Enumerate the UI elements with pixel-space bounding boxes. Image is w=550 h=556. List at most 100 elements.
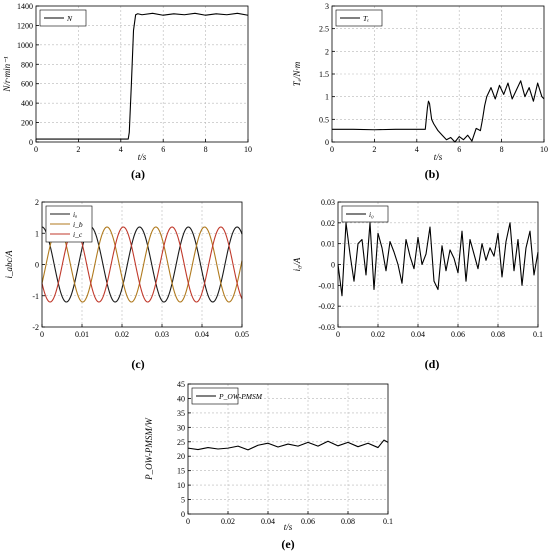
x-tick-label: 0.1 — [383, 517, 393, 526]
y-tick-label: 2 — [325, 47, 329, 56]
y-tick-label: 3 — [325, 2, 329, 11]
y-axis-label: i_abc/A — [4, 250, 14, 278]
series-line-d-1 — [337, 222, 539, 297]
series-line-a-1 — [36, 12, 249, 140]
y-tick-label: 200 — [21, 119, 33, 128]
y-tick-label: 1200 — [17, 21, 33, 30]
panel-caption-e: (e) — [281, 537, 294, 551]
y-tick-label: 0.03 — [321, 198, 335, 207]
x-tick-label: 0.01 — [75, 330, 89, 339]
y-tick-label: 40 — [177, 394, 185, 403]
series-line-b-1 — [332, 80, 545, 143]
y-tick-label: 2.5 — [319, 25, 329, 34]
y-tick-label: 1400 — [17, 2, 33, 11]
y-tick-label: 35 — [177, 409, 185, 418]
x-tick-label: 0.03 — [155, 330, 169, 339]
chart-panel-b: 0 2 4 6 8 10 0 0.5 1 1.5 2 2.5 3 t/s Tₑ/N·m Tₑ (b) — [292, 2, 548, 181]
y-tick-label: 0 — [35, 261, 39, 270]
y-tick-label: 0 — [29, 138, 33, 147]
x-tick-label: 2 — [76, 145, 80, 154]
x-tick-label: 4 — [415, 145, 419, 154]
y-tick-label: -2 — [32, 323, 39, 332]
legend-label: i_b — [73, 220, 83, 229]
legend-label: N — [66, 14, 73, 23]
panel-caption-d: (d) — [425, 357, 440, 371]
legend-label: iₐ — [73, 210, 77, 219]
y-tick-label: -0.01 — [318, 281, 335, 290]
x-tick-label: 10 — [244, 145, 252, 154]
x-tick-label: 0.1 — [533, 330, 543, 339]
x-tick-label: 6 — [161, 145, 165, 154]
x-tick-label: 10 — [540, 145, 548, 154]
panel-caption-a: (a) — [131, 167, 145, 181]
legend-label: P_OW-PMSM — [218, 392, 263, 401]
y-tick-label: 1 — [35, 229, 39, 238]
x-axis-label: t/s — [138, 152, 147, 162]
legend-label: i₀ — [369, 210, 374, 219]
y-tick-label: 600 — [21, 80, 33, 89]
y-tick-label: 30 — [177, 423, 185, 432]
x-tick-label: 0 — [186, 517, 190, 526]
series-line-c-2 — [41, 226, 243, 303]
x-tick-label: 0.02 — [221, 517, 235, 526]
chart-panel-a: 0 2 4 6 8 10 0 200 400 600 800 1000 1200 1400 t/s N/r·m… — [2, 2, 252, 181]
x-tick-label: 0.04 — [195, 330, 209, 339]
x-tick-label: 8 — [204, 145, 208, 154]
x-tick-label: 6 — [457, 145, 461, 154]
x-tick-label: 0 — [40, 330, 44, 339]
y-axis-label: i₀/A — [292, 257, 302, 271]
y-tick-label: -1 — [32, 292, 39, 301]
y-tick-label: 10 — [177, 481, 185, 490]
x-tick-label: 0.02 — [371, 330, 385, 339]
y-tick-label: 400 — [21, 99, 33, 108]
panel-caption-c: (c) — [131, 357, 144, 371]
legend-label: i_c — [73, 230, 83, 239]
series-line-e-1 — [187, 439, 389, 451]
y-tick-label: 1.5 — [319, 70, 329, 79]
x-tick-label: 0.04 — [261, 517, 275, 526]
panel-caption-b: (b) — [425, 167, 440, 181]
x-tick-label: 0.08 — [491, 330, 505, 339]
y-tick-label: -0.03 — [318, 323, 335, 332]
x-tick-label: 0.08 — [341, 517, 355, 526]
y-tick-label: 1000 — [17, 41, 33, 50]
x-axis-label: t/s — [284, 522, 293, 532]
y-tick-label: 25 — [177, 438, 185, 447]
y-tick-label: 15 — [177, 467, 185, 476]
y-tick-label: 20 — [177, 452, 185, 461]
x-tick-label: 2 — [372, 145, 376, 154]
y-tick-label: 45 — [177, 380, 185, 389]
y-tick-label: 2 — [35, 198, 39, 207]
x-tick-label: 0.06 — [451, 330, 465, 339]
y-tick-label: 0 — [325, 138, 329, 147]
x-tick-label: 8 — [500, 145, 504, 154]
x-tick-label: 0 — [34, 145, 38, 154]
x-tick-label: 0.04 — [411, 330, 425, 339]
y-axis-label: N/r·min⁻¹ — [2, 56, 12, 93]
y-tick-label: 5 — [181, 496, 185, 505]
x-tick-label: 4 — [119, 145, 123, 154]
x-axis-label: t/s — [434, 152, 443, 162]
y-tick-label: -0.02 — [318, 302, 335, 311]
y-tick-label: 0.5 — [319, 115, 329, 124]
y-tick-label: 0 — [331, 261, 335, 270]
y-axis-label: Tₑ/N·m — [292, 61, 302, 86]
x-tick-label: 0.06 — [301, 517, 315, 526]
y-tick-label: 1 — [325, 93, 329, 102]
y-tick-label: 0.02 — [321, 219, 335, 228]
x-tick-label: 0 — [330, 145, 334, 154]
chart-panel-d: 0 0.02 0.04 0.06 0.08 0.1 -0.03 -0.02 -0.01 0 0.01… — [292, 198, 543, 371]
legend-label: Tₑ — [363, 14, 369, 23]
x-tick-label: 0.02 — [115, 330, 129, 339]
x-tick-label: 0.05 — [235, 330, 249, 339]
x-tick-label: 0 — [336, 330, 340, 339]
y-tick-label: 0.01 — [321, 240, 335, 249]
plot-frame — [187, 383, 389, 515]
plot-frame — [35, 5, 249, 143]
y-tick-label: 0 — [181, 510, 185, 519]
y-axis-label: P_OW-PMSM/W — [144, 417, 154, 481]
chart-panel-c: 0 0.01 0.02 0.03 0.04 0.05 -2 -1 0 1 2 i_abc/A iₐi_b… — [4, 198, 249, 371]
series-line-c-1 — [41, 226, 243, 303]
y-tick-label: 800 — [21, 60, 33, 69]
